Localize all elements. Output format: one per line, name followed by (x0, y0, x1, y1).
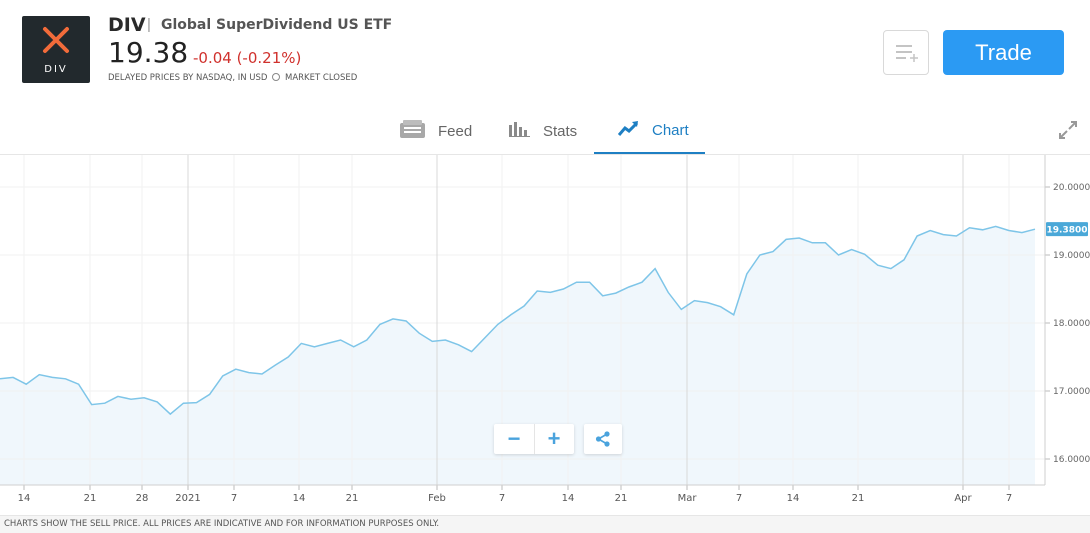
x-tick-label: 21 (346, 493, 359, 504)
logo-label: DIV (44, 64, 68, 75)
title-separator: | (147, 16, 151, 33)
x-tick-label: 28 (136, 493, 149, 504)
y-tick-label: 17.0000 (1053, 387, 1090, 397)
tab-chart[interactable]: Chart (594, 108, 705, 154)
clock-icon (272, 73, 280, 81)
instrument-price: 19.38 (108, 36, 189, 69)
x-tick-label: 21 (852, 493, 865, 504)
share-icon (595, 431, 610, 447)
share-button[interactable] (584, 424, 622, 454)
zoom-controls: − + (494, 424, 574, 454)
tab-feed[interactable]: Feed (400, 108, 472, 154)
delayed-prices-note: DELAYED PRICES BY NASDAQ, IN USD (108, 73, 268, 83)
chart-icon (617, 120, 639, 140)
x-tick-label: 21 (615, 493, 628, 504)
x-tick-label: Mar (678, 493, 698, 504)
price-line (0, 225, 1036, 416)
instrument-header: DIV DIV | Global SuperDividend US ETF 19… (0, 0, 1090, 109)
x-tick-label: 14 (562, 493, 575, 504)
x-logo-icon (43, 27, 69, 53)
x-tick-label: 21 (84, 493, 97, 504)
instrument-tabs: Feed Stats Chart (0, 108, 1090, 155)
chart-canvas[interactable]: 20.0000 19.0000 18.0000 17.0000 16.0000 14 21 2… (0, 155, 1090, 515)
y-tick-label: 19.0000 (1053, 251, 1090, 261)
x-tick-label: 14 (293, 493, 306, 504)
instrument-symbol: DIV (108, 14, 146, 36)
trade-button[interactable]: Trade (943, 30, 1064, 75)
market-status: MARKET CLOSED (285, 73, 358, 83)
price-chart[interactable]: 20.0000 19.0000 18.0000 17.0000 16.0000 14 21 2… (0, 155, 1090, 515)
instrument-name: Global SuperDividend US ETF (161, 17, 393, 33)
y-tick-label: 16.0000 (1053, 455, 1090, 465)
chart-disclaimer: CHARTS SHOW THE SELL PRICE. ALL PRICES A… (0, 515, 1090, 533)
last-price-tag (1046, 222, 1088, 237)
zoom-out-button[interactable]: − (494, 424, 535, 454)
x-tick-label: 7 (1006, 493, 1012, 504)
x-tick-label: 7 (231, 493, 237, 504)
instrument-logo: DIV (22, 16, 90, 83)
y-tick-label: 20.0000 (1053, 183, 1090, 193)
zoom-in-button[interactable]: + (547, 426, 561, 451)
x-tick-label: Feb (428, 493, 446, 504)
y-tick-label: 18.0000 (1053, 319, 1090, 329)
expand-icon[interactable] (1058, 120, 1078, 145)
x-tick-label: 14 (787, 493, 800, 504)
x-tick-label: 7 (736, 493, 742, 504)
price-change: -0.04 (-0.21%) (193, 49, 302, 67)
last-price-label: 19.3800 (1047, 226, 1088, 236)
x-tick-label: 14 (18, 493, 31, 504)
stats-icon (509, 121, 530, 141)
x-tick-label: 2021 (175, 493, 200, 504)
tab-stats[interactable]: Stats (509, 108, 577, 154)
tab-chart-label: Chart (652, 121, 689, 139)
add-to-watchlist-button[interactable] (883, 30, 929, 75)
x-tick-label: Apr (954, 493, 972, 504)
x-tick-label: 7 (499, 493, 505, 504)
price-area (0, 226, 1035, 485)
add-to-list-icon (896, 45, 918, 62)
feed-icon (400, 120, 425, 142)
tab-stats-label: Stats (543, 122, 578, 140)
tab-feed-label: Feed (438, 122, 473, 140)
